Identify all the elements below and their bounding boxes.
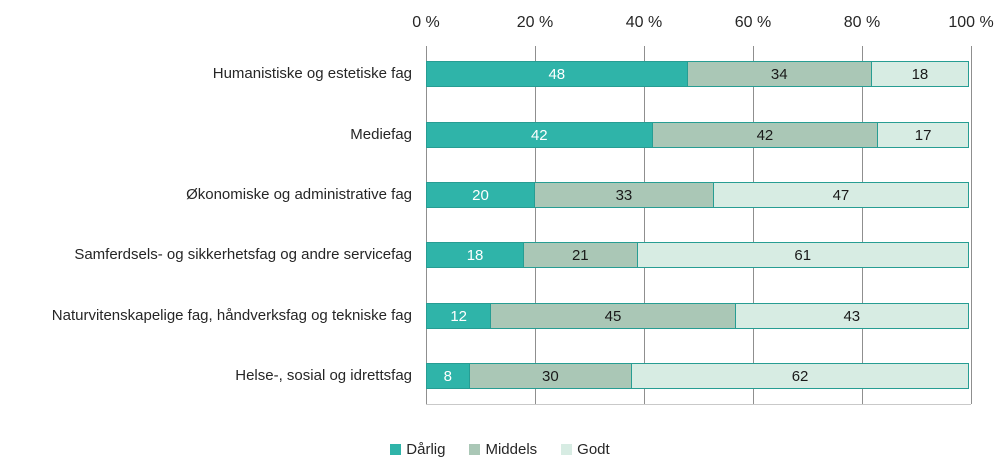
bar-value-label: 18 (911, 65, 929, 83)
bar-segment: 34 (686, 61, 872, 87)
legend: Dårlig Middels Godt (0, 441, 1000, 458)
bar-segment: 61 (636, 242, 969, 268)
bar-segment: 43 (734, 303, 969, 329)
legend-label: Middels (485, 441, 538, 458)
category-label: Mediefag (350, 126, 412, 143)
bar-value-label: 45 (604, 307, 622, 325)
gridline (535, 46, 536, 404)
bar-segment: 30 (468, 363, 633, 389)
bar-row: 18 21 61 (426, 242, 971, 268)
bar-segment: 18 (426, 242, 525, 268)
bar-segment: 21 (523, 242, 638, 268)
bar-value-label: 47 (832, 186, 850, 204)
bar-value-label: 18 (466, 246, 484, 264)
legend-item: Godt (561, 441, 610, 458)
bar-row: 48 34 18 (426, 61, 971, 87)
x-axis-line (426, 404, 971, 405)
legend-label: Dårlig (406, 441, 446, 458)
axis-tick-label: 60 % (734, 14, 772, 31)
bar-value-label: 12 (450, 307, 468, 325)
bar-value-label: 17 (914, 126, 932, 144)
legend-item: Middels (469, 441, 537, 458)
category-label: Humanistiske og estetiske fag (212, 65, 412, 82)
axis-tick-label: 0 % (412, 14, 440, 31)
bar-segment: 48 (426, 61, 688, 87)
bar-value-label: 30 (542, 367, 559, 385)
bar-segment: 20 (426, 182, 535, 208)
gridline (426, 46, 427, 404)
gridline (862, 46, 863, 404)
bar-value-label: 20 (472, 186, 489, 204)
category-label: Naturvitenskapelige fag, håndverksfag og… (51, 307, 412, 324)
bar-value-label: 62 (791, 367, 809, 385)
bar-segment: 42 (426, 122, 653, 148)
bar-segment: 18 (870, 61, 969, 87)
gridline (971, 46, 972, 404)
bar-row: 20 33 47 (426, 182, 971, 208)
axis-tick-label: 40 % (625, 14, 663, 31)
bar-value-label: 8 (443, 367, 452, 385)
bar-segment: 45 (490, 303, 736, 329)
bar-value-label: 33 (615, 186, 633, 204)
legend-label: Godt (577, 441, 610, 458)
bar-value-label: 43 (843, 307, 861, 325)
bar-value-label: 42 (530, 126, 548, 144)
bar-segment: 17 (877, 122, 969, 148)
category-label: Økonomiske og administrative fag (186, 186, 412, 203)
category-label: Samferdsels- og sikkerhetsfag og andre s… (74, 246, 412, 263)
bar-row: 12 45 43 (426, 303, 971, 329)
category-label: Helse-, sosial og idrettsfag (235, 367, 412, 384)
bar-segment: 12 (426, 303, 492, 329)
bar-row: 8 30 62 (426, 363, 971, 389)
bar-value-label: 42 (756, 126, 774, 144)
axis-tick-label: 100 % (948, 14, 994, 31)
bar-segment: 33 (534, 182, 714, 208)
bar-row: 42 42 17 (426, 122, 971, 148)
legend-swatch (469, 444, 481, 455)
legend-item: Dårlig (390, 441, 445, 458)
bar-value-label: 21 (571, 246, 589, 264)
legend-swatch (390, 444, 402, 455)
bar-segment: 47 (712, 182, 969, 208)
bar-segment: 8 (426, 363, 470, 389)
bar-segment: 62 (631, 363, 969, 389)
legend-swatch (561, 444, 573, 455)
axis-tick-label: 80 % (843, 14, 881, 31)
bar-value-label: 48 (548, 65, 566, 83)
bar-value-label: 34 (770, 65, 788, 83)
bar-value-label: 61 (794, 246, 812, 264)
gridline (753, 46, 754, 404)
bar-segment: 42 (651, 122, 879, 148)
axis-tick-label: 20 % (516, 14, 554, 31)
gridline (644, 46, 645, 404)
